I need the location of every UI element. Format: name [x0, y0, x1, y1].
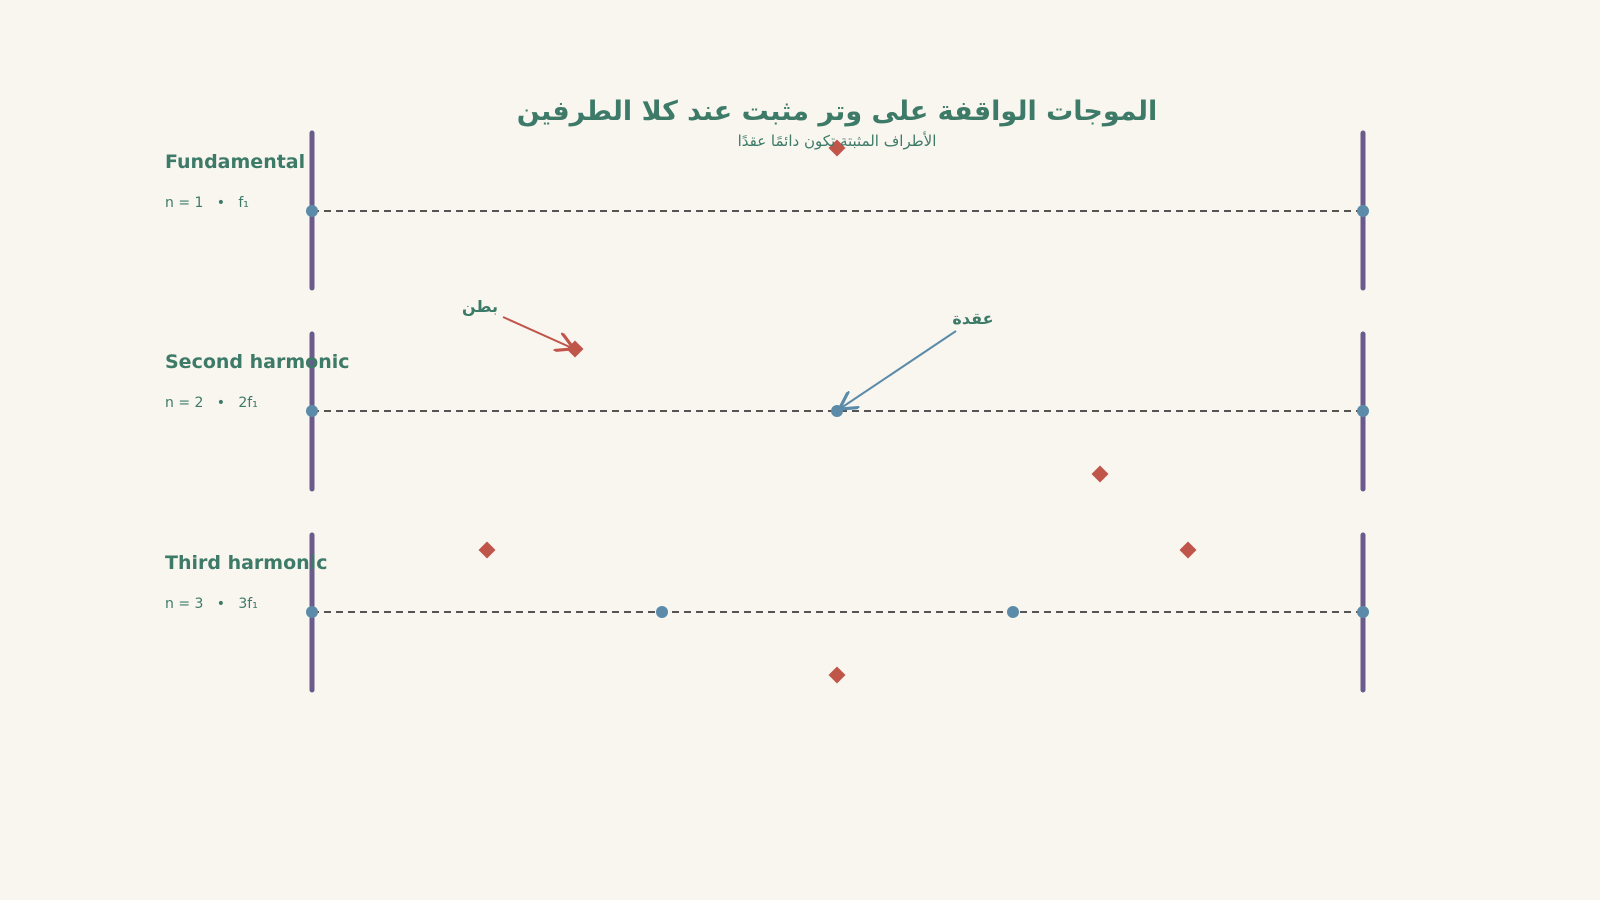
node	[1357, 205, 1369, 217]
row-formula: n = 3 • 3f₁	[165, 596, 258, 612]
subtitle: الأطراف المثبتة تكون دائمًا عقدًا	[738, 131, 937, 150]
node	[1357, 405, 1369, 417]
title: الموجات الواقفة على وتر مثبت عند كلا الط…	[517, 96, 1158, 127]
antinode-label: بطن	[462, 297, 498, 316]
node	[306, 405, 318, 417]
node	[1007, 606, 1019, 618]
antinode	[828, 139, 846, 157]
row-name: Second harmonic	[165, 351, 350, 373]
node	[306, 606, 318, 618]
antinode	[828, 666, 846, 684]
row-third	[306, 532, 1369, 693]
node-label: عقدة	[952, 309, 993, 328]
node	[656, 606, 668, 618]
row-formula: n = 2 • 2f₁	[165, 395, 258, 411]
node	[1357, 606, 1369, 618]
node	[306, 205, 318, 217]
row-fundamental	[306, 130, 1369, 291]
row-name: Fundamental	[165, 151, 305, 173]
row-name: Third harmonic	[165, 552, 327, 574]
antinode-arrow	[502, 316, 572, 348]
node-arrow	[841, 330, 957, 408]
antinode	[1179, 541, 1197, 559]
row-formula: n = 1 • f₁	[165, 195, 249, 211]
antinode	[478, 541, 496, 559]
